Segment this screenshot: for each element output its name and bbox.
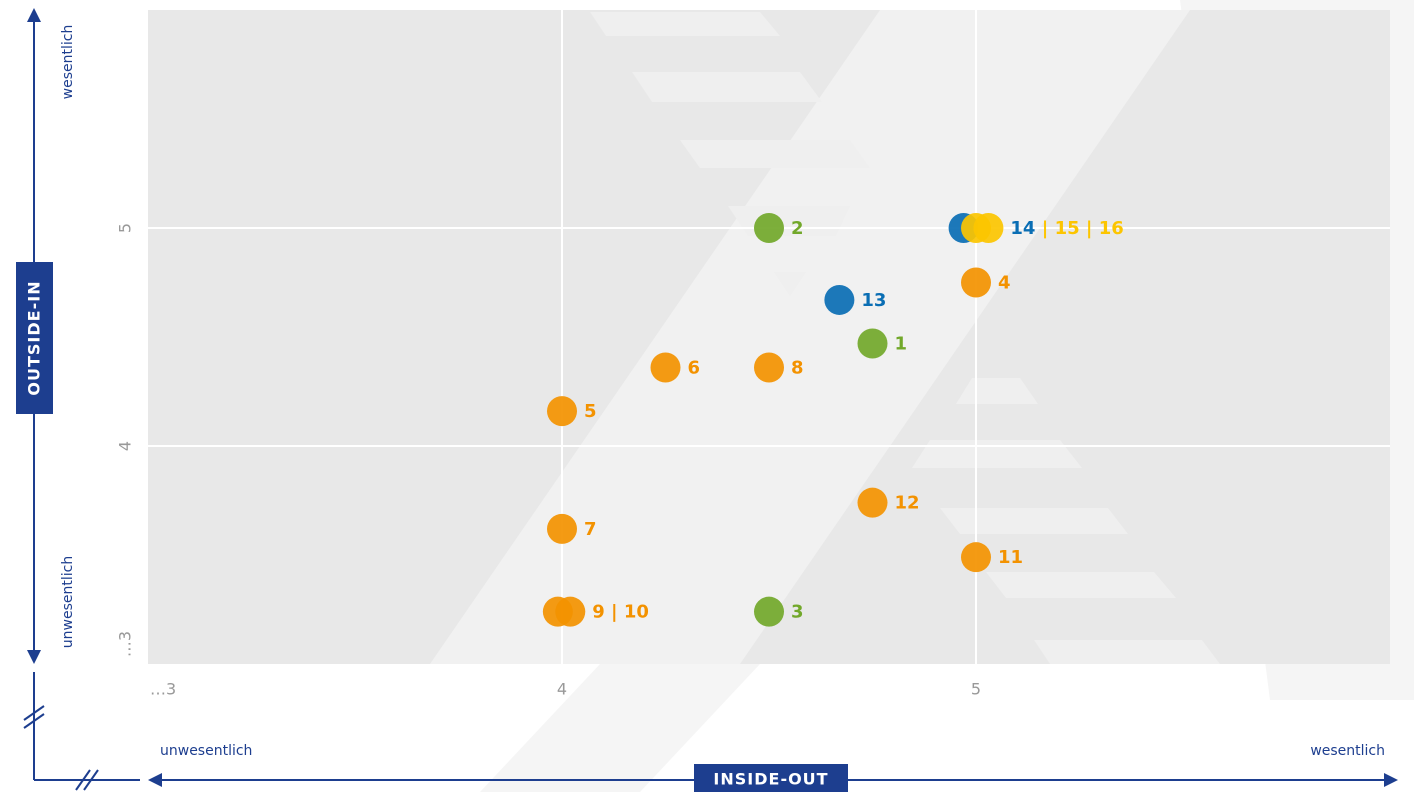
point-label: 13 — [861, 290, 886, 311]
y-axis-label: OUTSIDE-IN — [25, 280, 44, 395]
data-point — [650, 352, 681, 383]
data-point — [754, 352, 784, 383]
x-tick-label: …3 — [150, 680, 176, 699]
y-tick-label: …3 — [116, 631, 135, 657]
point-label-part: 8 — [791, 358, 804, 379]
point-label-part: 9 | 10 — [592, 602, 649, 623]
data-point — [857, 328, 888, 359]
point-label: 3 — [791, 602, 804, 623]
point-label: 12 — [895, 493, 920, 514]
data-point — [824, 284, 855, 315]
point-label-part: 4 — [998, 273, 1011, 294]
point-label-part: 2 — [791, 218, 804, 239]
point-label: 14 | 15 | 16 — [1010, 218, 1123, 239]
y-tick-label: 4 — [116, 441, 135, 451]
data-point — [754, 596, 784, 627]
data-point — [973, 213, 1004, 243]
x-tick-label: 4 — [557, 680, 567, 699]
point-label-part: | 15 | 16 — [1035, 218, 1123, 239]
y-high-label: wesentlich — [60, 25, 76, 100]
data-point — [754, 213, 784, 243]
point-label-part: 6 — [688, 358, 701, 379]
point-label: 6 — [688, 358, 701, 379]
point-label: 7 — [584, 519, 597, 540]
x-label-box — [694, 764, 848, 792]
x-tick-label: 5 — [971, 680, 981, 699]
data-point — [547, 513, 577, 544]
point-label-part: 13 — [861, 290, 886, 311]
x-axis-label: INSIDE-OUT — [713, 770, 828, 789]
point-label-part: 7 — [584, 519, 597, 540]
x-high-label: wesentlich — [1310, 743, 1385, 759]
point-label-part: 5 — [584, 401, 597, 422]
point-label: 9 | 10 — [592, 602, 649, 623]
point-label: 11 — [998, 547, 1023, 568]
point-label-part: 3 — [791, 602, 804, 623]
x-low-label: unwesentlich — [160, 743, 252, 759]
y-low-label: unwesentlich — [60, 556, 76, 648]
y-label-box — [16, 262, 53, 414]
point-label: 5 — [584, 401, 597, 422]
point-label-part: 1 — [895, 334, 908, 355]
data-point — [555, 596, 586, 627]
point-label-part: 11 — [998, 547, 1023, 568]
y-tick-label: 5 — [116, 223, 135, 233]
data-point — [961, 542, 991, 573]
data-point — [547, 396, 577, 427]
point-label: 1 — [895, 334, 908, 355]
point-label: 4 — [998, 273, 1011, 294]
point-label-part: 12 — [895, 493, 920, 514]
point-label: 2 — [791, 218, 804, 239]
data-point — [961, 267, 991, 298]
data-point — [857, 487, 888, 518]
point-label: 8 — [791, 358, 804, 379]
point-label-part: 14 — [1010, 218, 1035, 239]
